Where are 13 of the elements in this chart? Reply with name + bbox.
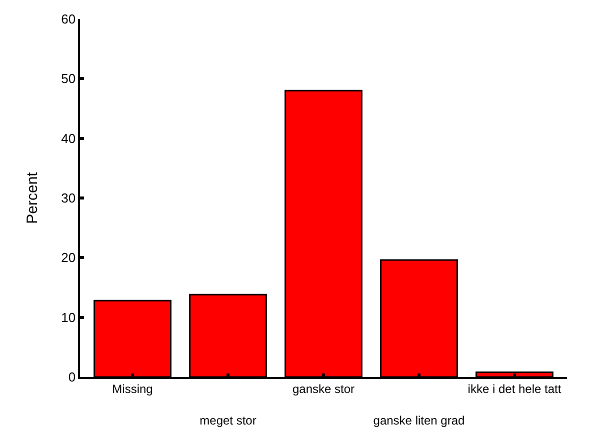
y-tick-label: 60 bbox=[61, 12, 76, 27]
x-tick-label: ganske stor bbox=[292, 382, 355, 396]
y-tick-label: 30 bbox=[61, 190, 76, 206]
y-tick-label: 20 bbox=[61, 250, 76, 266]
x-tick-label: meget stor bbox=[200, 413, 256, 428]
y-tick-label: 10 bbox=[61, 310, 76, 325]
x-tick-label: Missing bbox=[112, 382, 153, 396]
x-tick-label: ikke i det hele tatt bbox=[468, 382, 562, 396]
y-axis-title: Percent bbox=[24, 171, 41, 224]
y-tick-label: 0 bbox=[68, 370, 76, 385]
x-tick-label: ganske liten grad bbox=[373, 413, 465, 428]
y-tick-label: 50 bbox=[61, 71, 76, 86]
y-tick-label: 40 bbox=[61, 130, 76, 146]
